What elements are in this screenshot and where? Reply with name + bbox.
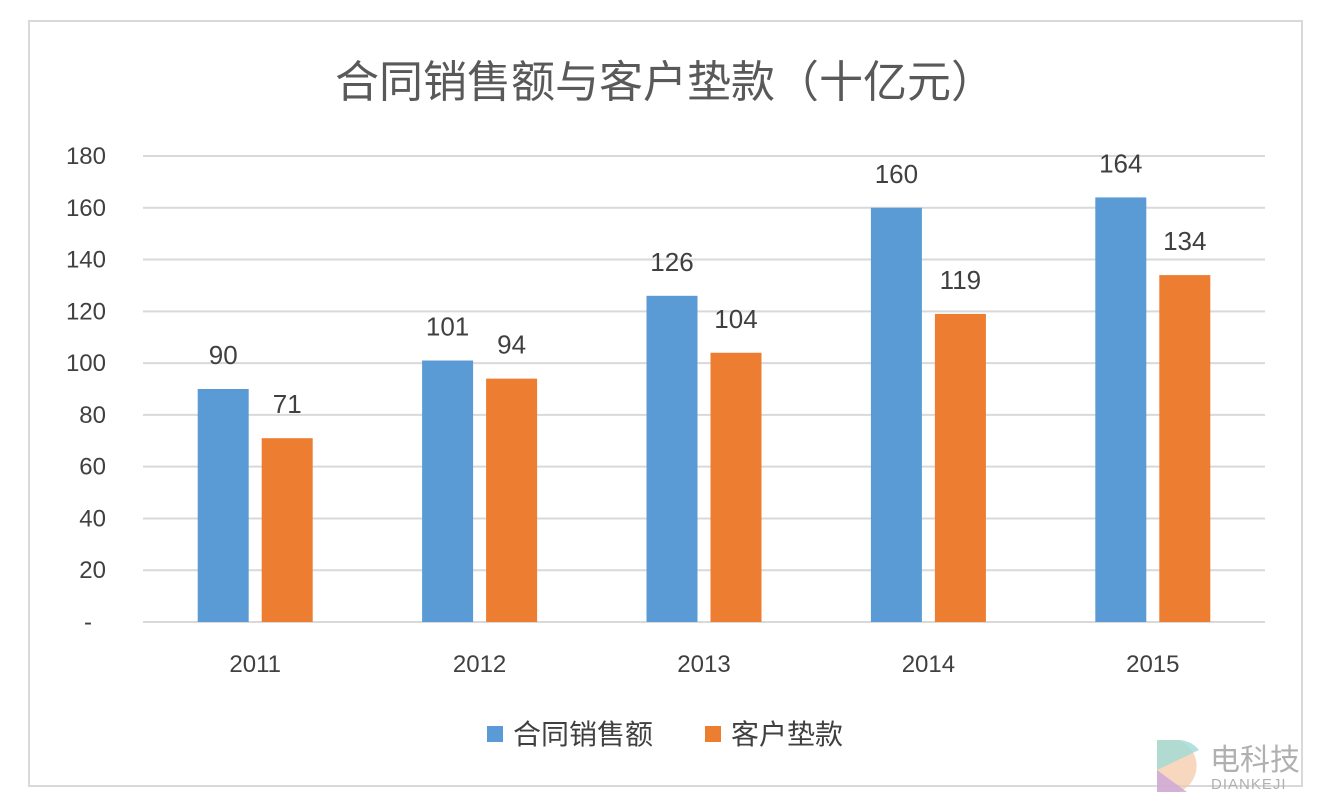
bar-sales: [646, 295, 698, 622]
y-tick-label: 60: [79, 454, 106, 481]
y-tick-label: -: [84, 609, 92, 636]
data-label: 134: [1163, 226, 1206, 256]
watermark-logo: 电科技 DIANKEJI: [1157, 740, 1300, 793]
data-label: 101: [426, 312, 469, 342]
data-label: 160: [875, 159, 918, 189]
x-tick-label: 2011: [229, 651, 281, 678]
y-tick-label: 80: [79, 402, 106, 429]
watermark-cn: 电科技: [1210, 744, 1300, 777]
bar-advance: [710, 352, 762, 622]
legend-label: 客户垫款: [731, 719, 843, 750]
x-tick-label: 2015: [1126, 651, 1179, 678]
chart-title: 合同销售额与客户垫款（十亿元）: [335, 58, 995, 107]
bar-advance: [486, 378, 538, 622]
bar-advance: [261, 438, 313, 622]
legend-swatch: [705, 726, 721, 742]
bar-sales: [422, 360, 474, 622]
data-label: 164: [1099, 148, 1142, 178]
x-tick-label: 2012: [453, 651, 506, 678]
bar-sales: [197, 389, 249, 622]
y-tick-label: 180: [66, 143, 106, 170]
bar-advance: [1159, 275, 1211, 622]
legend: 合同销售额 客户垫款: [487, 719, 843, 750]
data-label: 119: [940, 265, 981, 295]
y-tick-label: 100: [66, 350, 106, 377]
x-tick-label: 2013: [677, 651, 730, 678]
y-tick-label: 160: [66, 195, 106, 222]
data-label: 90: [209, 340, 238, 370]
bar-sales: [870, 207, 922, 622]
bar-sales: [1095, 197, 1147, 622]
legend-label: 合同销售额: [513, 719, 653, 750]
x-tick-label: 2014: [902, 651, 955, 678]
y-tick-label: 40: [79, 505, 106, 532]
y-tick-label: 120: [66, 298, 106, 325]
y-tick-label: 140: [66, 247, 106, 274]
data-label: 94: [497, 330, 526, 360]
data-label: 126: [650, 247, 693, 277]
bar-advance: [934, 313, 986, 622]
legend-swatch: [487, 726, 503, 742]
watermark-en: DIANKEJI: [1211, 776, 1287, 793]
chart-frame: [28, 20, 1303, 787]
data-label: 104: [714, 304, 757, 334]
data-label: 71: [273, 389, 302, 419]
y-tick-label: 20: [79, 557, 106, 584]
